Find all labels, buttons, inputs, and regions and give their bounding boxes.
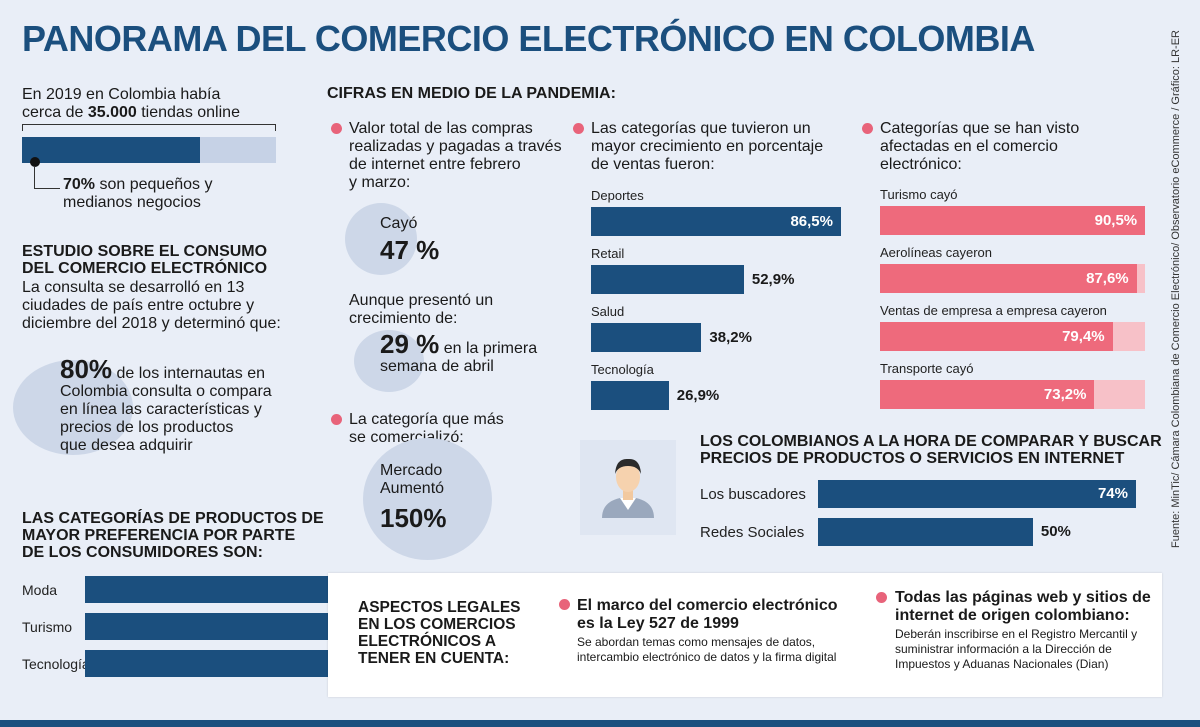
bar (85, 576, 349, 603)
bar-label: Aerolíneas cayeron (880, 245, 993, 260)
stores-bar-fill (22, 137, 200, 163)
avatar-box (580, 440, 676, 535)
stores-text: En 2019 en Colombia había cerca de 35.00… (22, 86, 292, 122)
page-title: PANORAMA DEL COMERCIO ELECTRÓNICO EN COL… (22, 18, 1035, 59)
market-name: Mercado Aumentó (380, 462, 445, 497)
bar-value-label: 74% (1097, 485, 1128, 502)
compare-heading: LOS COLOMBIANOS A LA HORA DE COMPARAR Y … (700, 433, 1162, 467)
bar-label: Turismo cayó (880, 187, 958, 202)
bar (591, 323, 702, 352)
bar-value-label: 87,6% (1086, 269, 1129, 287)
bullet-dot (573, 123, 584, 134)
pointer-dot (30, 157, 40, 167)
bar-value-label: 86,5% (790, 212, 833, 230)
stores-note: 70% son pequeños y medianos negocios (63, 176, 213, 211)
bar-label: Transporte cayó (880, 361, 974, 376)
bar (880, 264, 1137, 293)
stores-line-2: cerca de 35.000 tiendas online (22, 104, 240, 121)
study-stat: 80% de los internautas en Colombia consu… (60, 354, 272, 454)
market-circle (363, 438, 492, 560)
bullet-dot (331, 414, 342, 425)
pointer-line-h (34, 188, 60, 189)
market-value: 150% (380, 503, 447, 533)
study-text: La consulta se desarrolló en 13 ciudades… (22, 279, 281, 332)
bar (880, 206, 1146, 235)
bar-label: Tecnología (22, 656, 90, 672)
bar-label: Los buscadores (700, 486, 806, 503)
footer-bar (0, 720, 1200, 727)
study-heading: ESTUDIO SOBRE EL CONSUMO DEL COMERCIO EL… (22, 243, 268, 277)
bar-value-label: 26,9% (676, 386, 720, 404)
stores-bar-track (22, 137, 276, 163)
fell-label: Cayó (380, 215, 418, 232)
legal-box: ASPECTOS LEGALES EN LOS COMERCIOS ELECTR… (328, 573, 1162, 697)
bar-label: Ventas de empresa a empresa cayeron (880, 303, 1107, 318)
bar-label: Moda (22, 582, 58, 598)
bar (818, 518, 1033, 546)
bar-value-label: 79,4% (1062, 327, 1105, 345)
bar (591, 265, 744, 294)
bar (85, 613, 349, 640)
growth-circle (354, 330, 424, 392)
bar-value-label: 90,5% (1094, 211, 1138, 229)
bullet-dot (862, 123, 873, 134)
legal-item-1: El marco del comercio electrónico es la … (577, 597, 838, 664)
bar-label: Deportes (591, 188, 644, 203)
bar (591, 207, 841, 236)
affected-text: Categorías que se han visto afectadas en… (880, 120, 1080, 173)
bar-label: Retail (591, 246, 625, 261)
source-credit: Fuente: MinTic/ Cámara Colombiana de Com… (1170, 30, 1182, 548)
bar-label: Redes Sociales (700, 524, 805, 541)
bullet-dot (331, 123, 342, 134)
growth-text: Aunque presentó un crecimiento de: (349, 292, 494, 327)
fell-value: 47 % (380, 235, 440, 265)
user-avatar-icon (602, 458, 654, 518)
bar-value-label: 73,2% (1043, 385, 1087, 403)
bar-value-label: 52,9% (751, 270, 795, 288)
bullet-dot (876, 592, 887, 603)
stores-line-1: En 2019 en Colombia había (22, 86, 221, 103)
bar-label: Tecnología (591, 362, 654, 377)
bar (85, 650, 342, 677)
legal-heading: ASPECTOS LEGALES EN LOS COMERCIOS ELECTR… (358, 599, 521, 667)
legal-item-2: Todas las páginas web y sitios de intern… (895, 589, 1151, 671)
bar (591, 381, 669, 410)
pointer-line (34, 166, 35, 189)
study-circle (13, 360, 133, 455)
fell-circle (345, 203, 417, 275)
bar-value-label: 50% (1040, 523, 1071, 540)
pandemic-heading: CIFRAS EN MEDIO DE LA PANDEMIA: (327, 85, 616, 102)
bar (880, 322, 1113, 351)
bar (880, 380, 1095, 409)
growth-stat: 29 % en la primera semana de abril (380, 329, 538, 375)
prefs-heading: LAS CATEGORÍAS DE PRODUCTOS DE MAYOR PRE… (22, 510, 324, 561)
bullet-dot (559, 599, 570, 610)
bar-label: Turismo (22, 619, 73, 635)
stores-count: 35.000 (87, 104, 137, 121)
growth-cats-text: Las categorías que tuvieron un mayor cre… (591, 120, 824, 173)
bracket (22, 124, 276, 131)
bar-value-label: 38,2% (709, 328, 752, 346)
bar (818, 480, 1136, 508)
study-pct: 80% (60, 354, 113, 384)
value-text: Valor total de las compras realizadas y … (349, 120, 562, 191)
bar-label: Salud (591, 304, 625, 319)
